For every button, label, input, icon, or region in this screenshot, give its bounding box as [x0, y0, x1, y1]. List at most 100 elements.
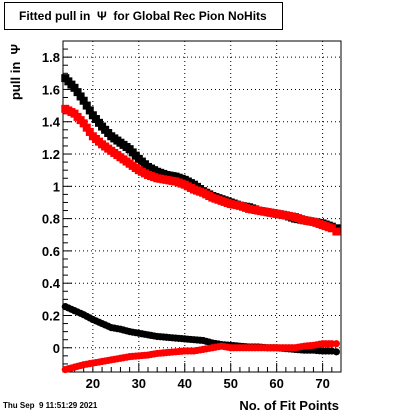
- y-tick-label: 1.2: [42, 147, 60, 162]
- data-point: [162, 171, 171, 180]
- data-point: [107, 323, 115, 332]
- x-tick-label: 50: [223, 376, 237, 391]
- data-point: [98, 357, 106, 366]
- data-point: [236, 344, 244, 352]
- data-point: [89, 315, 97, 324]
- y-tick-label: 1.6: [42, 82, 60, 97]
- data-point: [153, 174, 162, 183]
- data-point: [162, 349, 170, 357]
- data-point: [263, 344, 272, 352]
- data-point: [61, 74, 70, 83]
- y-tick-label: 1.4: [42, 115, 61, 130]
- data-point: [82, 123, 91, 132]
- data-point: [144, 162, 153, 171]
- data-point: [98, 122, 107, 131]
- data-point: [199, 336, 207, 345]
- x-tick-label: 70: [315, 376, 329, 391]
- data-point: [153, 332, 161, 341]
- y-tick-label: 0.8: [42, 212, 60, 227]
- data-point: [309, 341, 318, 349]
- data-point: [319, 347, 327, 355]
- data-point: [144, 351, 152, 359]
- data-point: [327, 224, 336, 233]
- data-point: [319, 340, 327, 348]
- data-point: [180, 180, 189, 189]
- data-point: [116, 354, 125, 362]
- data-point: [135, 352, 143, 360]
- data-point: [153, 349, 161, 358]
- data-point: [245, 204, 254, 213]
- data-point: [272, 209, 281, 218]
- data-point: [89, 359, 97, 367]
- data-point: [332, 340, 341, 348]
- data-point: [217, 196, 226, 205]
- plot-frame: [62, 40, 342, 373]
- data-point: [162, 333, 170, 341]
- x-tick-label: 20: [86, 376, 100, 391]
- y-axis-label: pull in Ψ: [8, 44, 23, 100]
- data-point: [85, 106, 94, 115]
- data-point: [199, 188, 208, 197]
- data-series: [61, 74, 341, 374]
- data-point: [98, 319, 106, 328]
- data-point: [245, 344, 253, 352]
- data-point: [144, 331, 152, 339]
- data-point: [227, 344, 235, 352]
- data-point: [217, 342, 226, 350]
- data-point: [171, 172, 180, 181]
- data-point: [76, 92, 85, 101]
- series-1: [61, 104, 341, 236]
- timestamp: Thu Sep 9 11:51:29 2021: [3, 401, 98, 410]
- series-3: [61, 340, 341, 374]
- data-point: [125, 159, 134, 168]
- data-point: [226, 200, 235, 209]
- data-point: [116, 138, 125, 147]
- data-point: [135, 329, 143, 337]
- data-point: [70, 109, 79, 118]
- data-point: [116, 153, 125, 162]
- data-point: [254, 206, 263, 215]
- data-point: [162, 175, 171, 184]
- data-point: [79, 119, 88, 128]
- data-point: [70, 363, 79, 371]
- data-point: [181, 347, 189, 355]
- data-point: [116, 325, 125, 333]
- data-point: [254, 344, 262, 352]
- data-point: [70, 307, 79, 315]
- data-point: [126, 328, 134, 336]
- data-point: [73, 88, 82, 97]
- x-tick-label: 40: [178, 376, 192, 391]
- data-point: [171, 348, 180, 356]
- data-point: [107, 146, 116, 155]
- data-point: [190, 347, 198, 355]
- data-point: [291, 344, 299, 352]
- data-point: [144, 171, 153, 180]
- data-point: [85, 127, 94, 136]
- data-point: [263, 208, 272, 217]
- y-tick-label: 0: [53, 341, 60, 356]
- data-point: [82, 101, 91, 110]
- x-tick-label: 60: [269, 376, 283, 391]
- data-point: [332, 227, 341, 236]
- data-point: [332, 348, 341, 356]
- data-point: [153, 167, 162, 176]
- data-point: [208, 344, 216, 352]
- data-point: [235, 201, 244, 210]
- data-point: [88, 111, 97, 120]
- data-point: [107, 132, 116, 141]
- data-point: [126, 353, 134, 361]
- y-tick-label: 0.2: [42, 308, 60, 323]
- data-point: [189, 185, 198, 194]
- data-point: [125, 145, 134, 154]
- data-point: [281, 211, 290, 220]
- data-point: [98, 140, 107, 149]
- data-point: [208, 193, 217, 202]
- data-point: [134, 166, 143, 175]
- data-point: [291, 212, 300, 221]
- data-point: [273, 344, 281, 352]
- axes: 20 30 40 50 60 70 0 0.2 0.4 0.6 0.8 1 1.2 1.4 1.6 1.8: [42, 48, 342, 391]
- data-point: [61, 303, 69, 311]
- data-point: [171, 177, 180, 186]
- data-point: [309, 217, 318, 226]
